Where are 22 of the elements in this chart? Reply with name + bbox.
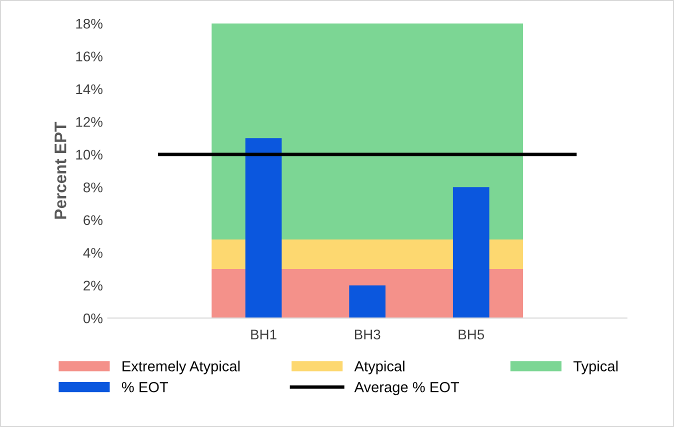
- x-tick-label: BH1: [251, 330, 276, 340]
- legend-label: Extremely Atypical: [122, 360, 240, 374]
- y-tick-label: 2%: [84, 280, 102, 290]
- y-tick-label: 8%: [84, 182, 102, 192]
- y-tick-label: 0%: [83, 313, 102, 324]
- y-tick-label: 14%: [76, 84, 102, 94]
- y-axis-title: Percent EPT: [54, 122, 66, 219]
- x-tick-label: BH3: [354, 330, 380, 340]
- legend-label: Average % EOT: [354, 382, 460, 396]
- x-tick-label: BH5: [458, 330, 484, 340]
- bar: [452, 187, 490, 318]
- y-tick-label: 18%: [76, 18, 102, 29]
- legend-label: % EOT: [122, 382, 168, 392]
- bar: [245, 138, 282, 318]
- y-tick-label: 6%: [84, 215, 102, 226]
- y-tick-label: 10%: [76, 150, 102, 160]
- y-tick-label: 4%: [83, 248, 102, 258]
- legend-label: Atypical: [354, 360, 404, 374]
- bar: [349, 285, 386, 318]
- legend-label: Typical: [573, 360, 618, 374]
- y-tick-label: 12%: [76, 117, 102, 127]
- y-tick-label: 16%: [76, 52, 102, 62]
